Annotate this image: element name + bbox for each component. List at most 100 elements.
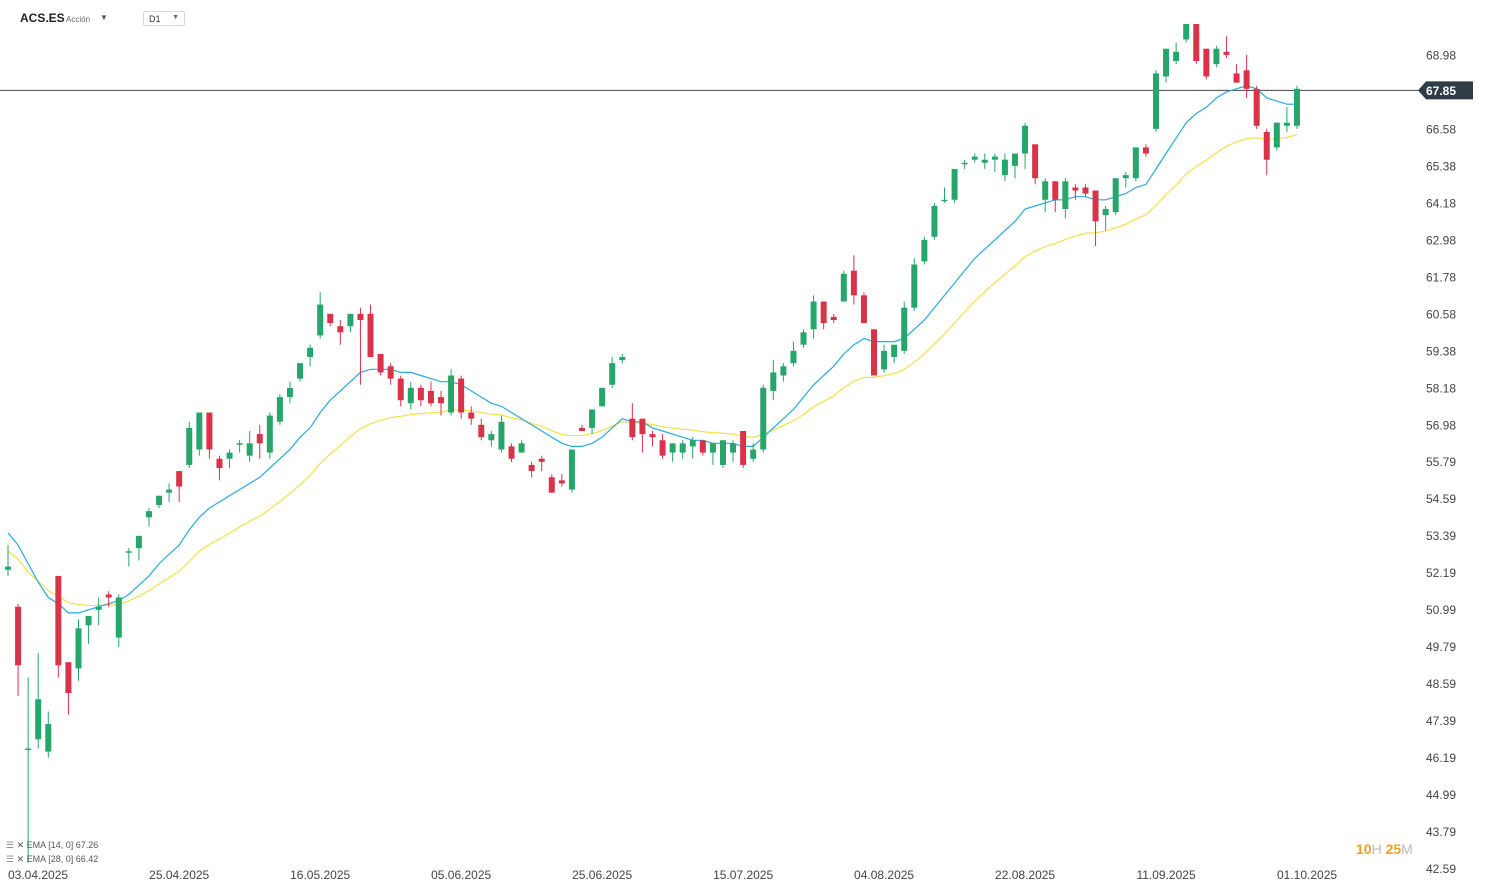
candle-body <box>186 427 193 465</box>
candle-body <box>518 443 525 453</box>
candle-body <box>1102 209 1109 216</box>
legend-ema28-value: 66.42 <box>75 854 99 864</box>
candle-body <box>65 662 72 694</box>
symbol-name[interactable]: ACS.ES <box>20 11 65 25</box>
candle-body <box>438 397 445 404</box>
candle-body <box>639 418 646 435</box>
x-tick-label: 25.04.2025 <box>149 868 209 882</box>
countdown-hours: 10 <box>1356 841 1372 857</box>
candle-body <box>105 594 112 598</box>
candle-body <box>478 424 485 438</box>
candle-body <box>1152 73 1159 129</box>
x-tick-label: 04.08.2025 <box>854 868 914 882</box>
candle-body <box>901 307 908 351</box>
candle-body <box>931 205 938 237</box>
candle-body <box>921 239 928 262</box>
candle-body <box>911 264 918 308</box>
candle-body <box>629 418 636 438</box>
legend-ema28[interactable]: ☰ ✕ EMA [28, 0] 66.42 <box>6 854 98 865</box>
candle-body <box>377 353 384 373</box>
candle-body <box>871 329 878 376</box>
y-tick-label: 60.58 <box>1426 307 1456 321</box>
candle-body <box>5 566 11 570</box>
candle-body <box>407 387 414 404</box>
candle-body <box>196 412 203 450</box>
candle-body <box>810 301 817 330</box>
x-tick-label: 25.06.2025 <box>572 868 632 882</box>
candle-body <box>35 699 42 740</box>
candle-body <box>669 443 676 453</box>
legend-ema28-params: [28, 0] <box>48 854 74 864</box>
candle-body <box>1012 153 1018 166</box>
caret-down-icon[interactable]: ▼ <box>100 13 108 22</box>
candle-body <box>256 434 263 444</box>
candle-body <box>961 162 968 165</box>
y-tick-label: 42.59 <box>1426 862 1456 876</box>
candle-body <box>891 344 898 358</box>
price-tag-label: 67.85 <box>1426 84 1456 98</box>
current-price-tag: 67.85 <box>1418 81 1473 100</box>
candle-body <box>1273 122 1280 148</box>
timeframe-value: D1 <box>149 14 161 24</box>
close-icon[interactable]: ✕ <box>16 854 25 864</box>
candle-body <box>1042 181 1049 200</box>
x-tick-label: 03.04.2025 <box>8 868 68 882</box>
x-tick-label: 16.05.2025 <box>290 868 350 882</box>
candle-body <box>297 363 304 379</box>
candle-body <box>558 480 565 484</box>
candle-body <box>860 295 867 324</box>
candle-body <box>75 628 82 669</box>
candle-body <box>548 477 555 493</box>
candle-body <box>820 301 827 324</box>
timeframe-select[interactable]: D1 ▼ <box>143 11 185 26</box>
chevron-down-icon: ▼ <box>172 14 179 21</box>
candle-body <box>589 409 596 428</box>
candle-body <box>780 366 787 376</box>
candle-body <box>1062 181 1069 210</box>
candle-body <box>498 421 505 450</box>
candle-body <box>135 535 142 549</box>
candle-body <box>1183 24 1190 40</box>
candle-body <box>307 347 314 358</box>
candle-body <box>468 412 475 419</box>
candle-body <box>850 270 857 296</box>
candle-body <box>840 273 847 302</box>
candle-body <box>971 156 978 160</box>
y-tick-label: 52.19 <box>1426 566 1456 580</box>
chart-toolbar: ACS.ES Acción ▼ D1 ▼ <box>0 0 1485 36</box>
candle-body <box>881 350 888 370</box>
y-tick-label: 56.98 <box>1426 418 1456 432</box>
candle-body <box>659 440 666 456</box>
candle-body <box>286 387 293 398</box>
candle-body <box>276 397 283 422</box>
countdown-hours-unit: H <box>1371 841 1382 857</box>
candle-body <box>95 606 102 610</box>
candle-body <box>55 575 62 666</box>
y-tick-label: 47.39 <box>1426 714 1456 728</box>
close-icon[interactable]: ✕ <box>16 840 25 850</box>
candle-body <box>941 199 948 202</box>
y-tick-label: 65.38 <box>1426 159 1456 173</box>
candle-body <box>750 449 757 459</box>
candle-body <box>1001 159 1008 176</box>
legend-ema14[interactable]: ☰ ✕ EMA [14, 0] 67.26 <box>6 840 98 851</box>
candle-body <box>357 313 364 321</box>
candle-body <box>1142 147 1149 154</box>
candle-body <box>1173 51 1180 62</box>
candle-body <box>1052 181 1059 200</box>
candle-body <box>719 440 726 465</box>
candle-body <box>216 458 223 469</box>
x-tick-label: 11.09.2025 <box>1136 868 1195 882</box>
candle-body <box>458 378 465 413</box>
candle-body <box>508 446 515 459</box>
candle-body <box>387 366 394 379</box>
candle-body <box>619 357 626 361</box>
y-tick-label: 62.98 <box>1426 233 1456 247</box>
candle-body <box>15 606 22 666</box>
y-tick-label: 66.58 <box>1426 122 1456 136</box>
x-tick-label: 01.10.2025 <box>1277 868 1337 882</box>
ema28-line <box>7 133 1298 607</box>
candle-body <box>709 443 716 453</box>
countdown-minutes-unit: M <box>1401 841 1413 857</box>
